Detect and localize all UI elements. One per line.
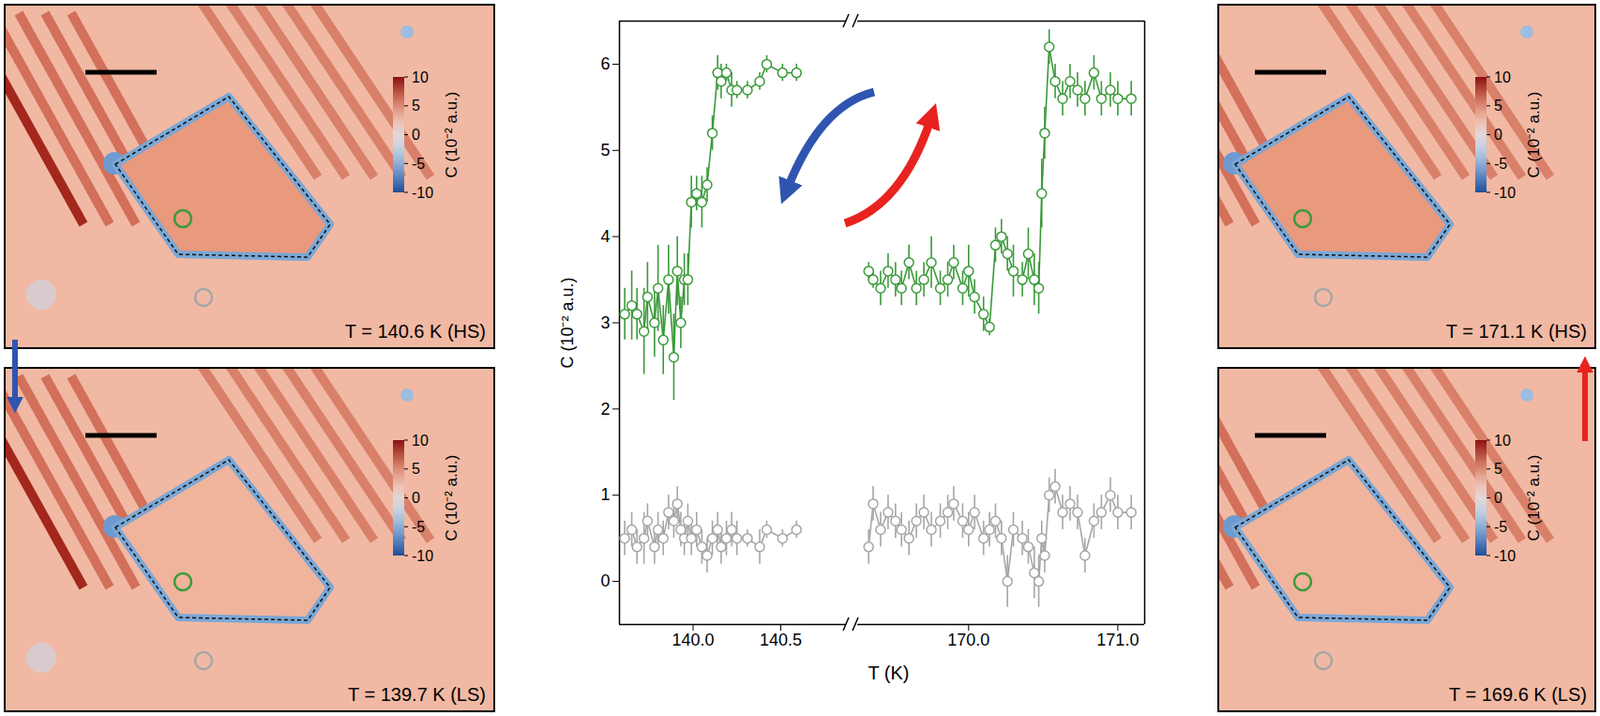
svg-text:0: 0 xyxy=(600,571,610,590)
svg-text:T = 171.1 K (HS): T = 171.1 K (HS) xyxy=(1446,320,1587,342)
svg-text:C (10⁻² a.u.): C (10⁻² a.u.) xyxy=(1524,91,1543,179)
svg-text:10: 10 xyxy=(411,432,429,449)
svg-text:10: 10 xyxy=(1494,432,1511,449)
svg-text:-10: -10 xyxy=(411,184,434,201)
svg-text:C (10⁻² a.u.): C (10⁻² a.u.) xyxy=(558,276,577,368)
svg-text:5: 5 xyxy=(1494,460,1503,477)
svg-text:10: 10 xyxy=(1494,69,1511,86)
svg-text:6: 6 xyxy=(600,54,610,74)
svg-text:140.0: 140.0 xyxy=(671,630,714,650)
svg-text:2: 2 xyxy=(600,399,610,419)
svg-text:-5: -5 xyxy=(411,518,425,535)
svg-text:5: 5 xyxy=(411,460,421,477)
svg-text:1: 1 xyxy=(600,484,610,504)
svg-text:0: 0 xyxy=(411,489,421,506)
svg-text:3: 3 xyxy=(600,313,610,333)
html-text:T (K): T (K) xyxy=(867,662,910,683)
svg-text:171.0: 171.0 xyxy=(1096,630,1139,650)
svg-text:T = 140.6 K (HS): T = 140.6 K (HS) xyxy=(345,320,486,342)
svg-text:0: 0 xyxy=(411,126,421,143)
svg-text:T = 139.7 K (LS): T = 139.7 K (LS) xyxy=(347,683,486,705)
svg-text:170.0: 170.0 xyxy=(947,630,990,650)
svg-text:0: 0 xyxy=(1494,489,1503,506)
svg-text:5: 5 xyxy=(1494,97,1503,114)
svg-text:-10: -10 xyxy=(1494,184,1516,201)
svg-text:10: 10 xyxy=(411,69,429,86)
svg-text:5: 5 xyxy=(600,140,610,160)
svg-text:T = 169.6 K (LS): T = 169.6 K (LS) xyxy=(1449,683,1587,705)
svg-text:C (10⁻² a.u.): C (10⁻² a.u.) xyxy=(442,91,461,179)
svg-text:5: 5 xyxy=(411,97,421,114)
svg-text:-10: -10 xyxy=(1494,547,1516,564)
svg-text:4: 4 xyxy=(600,226,610,246)
svg-text:-5: -5 xyxy=(1494,518,1508,535)
svg-text:0: 0 xyxy=(1494,126,1503,143)
svg-text:-5: -5 xyxy=(411,155,425,172)
svg-text:C (10⁻² a.u.): C (10⁻² a.u.) xyxy=(442,454,461,542)
svg-text:140.5: 140.5 xyxy=(759,630,802,650)
svg-text:-10: -10 xyxy=(411,547,434,564)
svg-text:C (10⁻² a.u.): C (10⁻² a.u.) xyxy=(1524,454,1543,542)
svg-text:-5: -5 xyxy=(1494,155,1508,172)
